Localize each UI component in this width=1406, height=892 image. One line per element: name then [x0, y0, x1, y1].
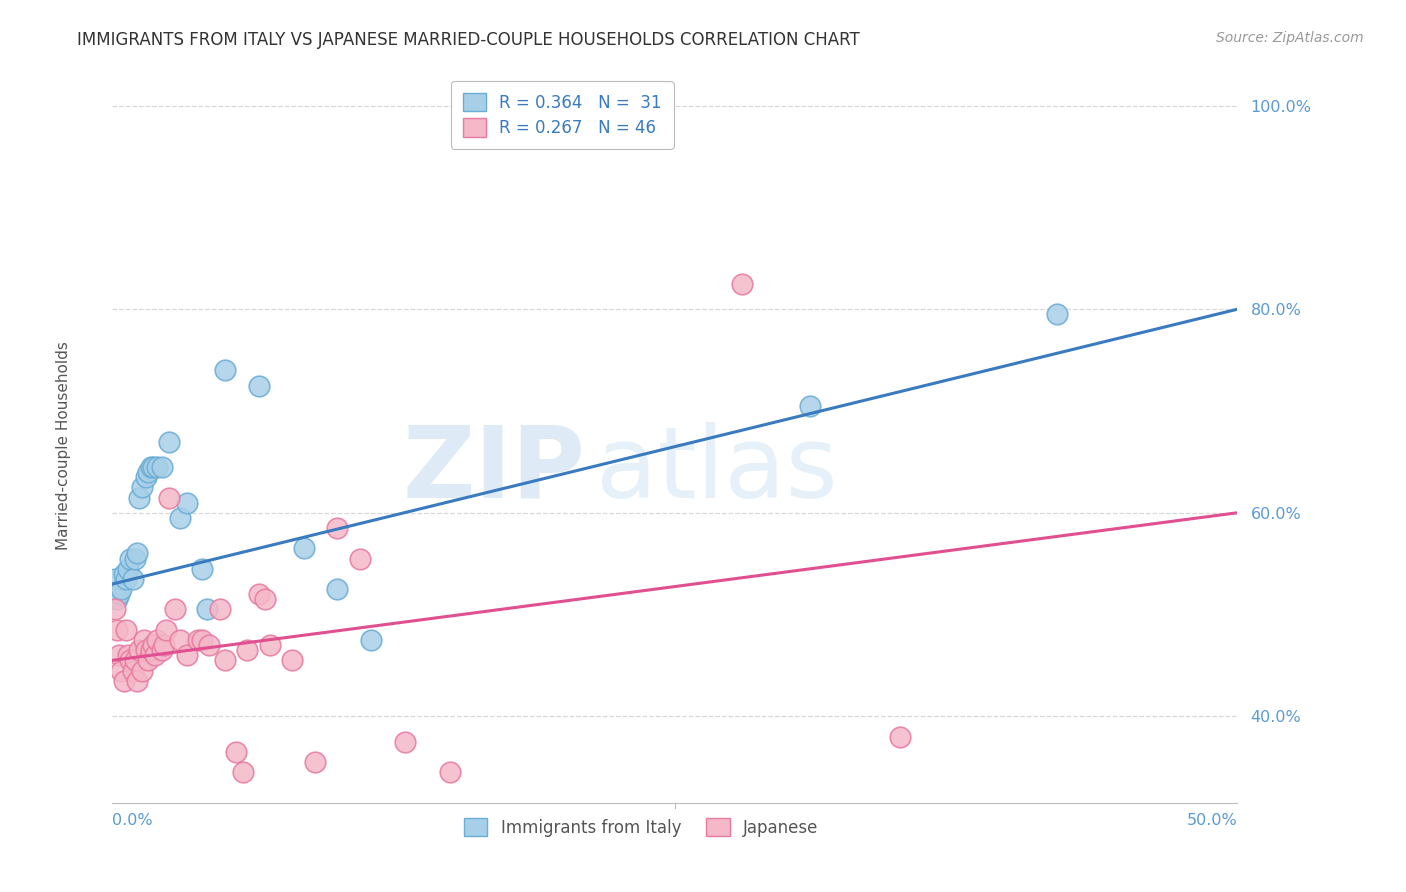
- Point: [187, 632, 209, 647]
- Point: [236, 643, 259, 657]
- Point: [281, 653, 304, 667]
- Point: [155, 623, 177, 637]
- Point: [214, 363, 236, 377]
- Point: [115, 572, 138, 586]
- Point: [110, 582, 132, 596]
- Point: [131, 480, 153, 494]
- Point: [143, 648, 166, 663]
- Point: [117, 562, 139, 576]
- Point: [105, 623, 128, 637]
- Point: [142, 638, 165, 652]
- Point: [304, 755, 326, 769]
- Point: [191, 562, 214, 576]
- Point: [146, 460, 169, 475]
- Point: [139, 460, 162, 475]
- Point: [349, 551, 371, 566]
- Point: [326, 521, 349, 535]
- Point: [153, 638, 176, 652]
- Point: [214, 653, 236, 667]
- Point: [889, 730, 911, 744]
- Point: [104, 572, 127, 586]
- Point: [176, 495, 198, 509]
- Point: [127, 673, 149, 688]
- Point: [1046, 307, 1069, 321]
- Point: [232, 765, 254, 780]
- Point: [157, 434, 180, 449]
- Point: [120, 551, 142, 566]
- Point: [132, 632, 155, 647]
- Text: IMMIGRANTS FROM ITALY VS JAPANESE MARRIED-COUPLE HOUSEHOLDS CORRELATION CHART: IMMIGRANTS FROM ITALY VS JAPANESE MARRIE…: [77, 31, 860, 49]
- Point: [799, 399, 821, 413]
- Point: [394, 735, 416, 749]
- Point: [225, 745, 247, 759]
- Point: [247, 587, 270, 601]
- Point: [195, 602, 218, 616]
- Point: [121, 572, 143, 586]
- Point: [731, 277, 754, 291]
- Point: [117, 648, 139, 663]
- Point: [191, 632, 214, 647]
- Point: [104, 602, 127, 616]
- Point: [110, 664, 132, 678]
- Point: [124, 551, 146, 566]
- Point: [150, 460, 173, 475]
- Point: [326, 582, 349, 596]
- Text: atlas: atlas: [596, 422, 838, 519]
- Point: [135, 470, 157, 484]
- Text: Married-couple Households: Married-couple Households: [56, 342, 70, 550]
- Point: [259, 638, 281, 652]
- Text: ZIP: ZIP: [402, 422, 585, 519]
- Point: [112, 566, 135, 581]
- Point: [247, 378, 270, 392]
- Point: [128, 643, 150, 657]
- Point: [169, 511, 191, 525]
- Point: [138, 653, 160, 667]
- Point: [176, 648, 198, 663]
- Point: [209, 602, 232, 616]
- Point: [142, 460, 165, 475]
- Point: [292, 541, 315, 556]
- Point: [135, 643, 157, 657]
- Text: 50.0%: 50.0%: [1187, 813, 1237, 828]
- Point: [139, 643, 162, 657]
- Legend: Immigrants from Italy, Japanese: Immigrants from Italy, Japanese: [456, 810, 827, 845]
- Point: [105, 592, 128, 607]
- Point: [115, 623, 138, 637]
- Point: [108, 587, 131, 601]
- Point: [254, 592, 277, 607]
- Point: [131, 664, 153, 678]
- Point: [120, 653, 142, 667]
- Point: [121, 664, 143, 678]
- Text: 0.0%: 0.0%: [112, 813, 153, 828]
- Point: [165, 602, 187, 616]
- Point: [169, 632, 191, 647]
- Point: [138, 465, 160, 479]
- Point: [198, 638, 221, 652]
- Point: [112, 673, 135, 688]
- Point: [157, 491, 180, 505]
- Point: [146, 632, 169, 647]
- Point: [124, 653, 146, 667]
- Text: Source: ZipAtlas.com: Source: ZipAtlas.com: [1216, 31, 1364, 45]
- Point: [128, 491, 150, 505]
- Point: [439, 765, 461, 780]
- Point: [360, 632, 382, 647]
- Point: [150, 643, 173, 657]
- Point: [127, 546, 149, 560]
- Point: [108, 648, 131, 663]
